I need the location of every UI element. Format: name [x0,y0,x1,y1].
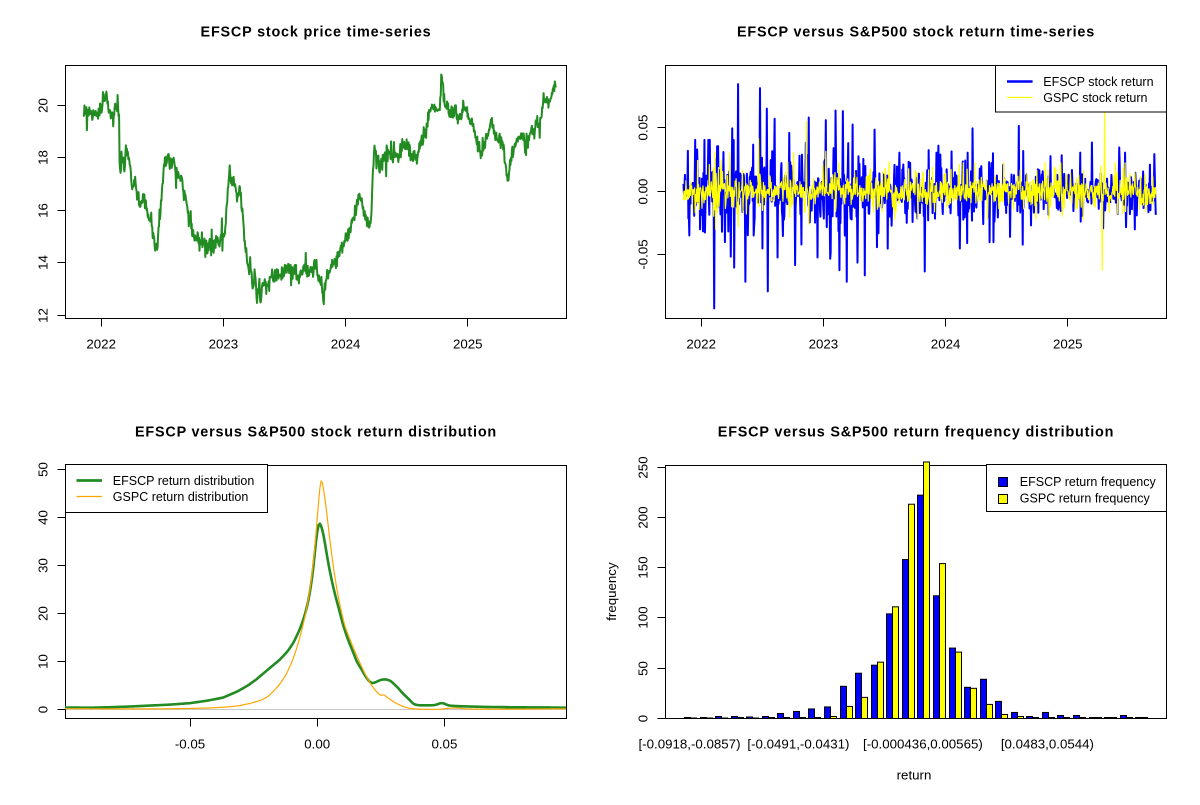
svg-text:[-0.000436,0.00565): [-0.000436,0.00565) [863,737,983,752]
svg-text:-0.05: -0.05 [636,239,651,269]
svg-text:0.05: 0.05 [431,737,457,752]
svg-text:20: 20 [36,98,51,113]
svg-text:EFSCP versus S&P500 stock retu: EFSCP versus S&P500 stock return time-se… [737,25,1095,41]
svg-text:50: 50 [636,661,651,676]
svg-text:EFSCP return frequency: EFSCP return frequency [1020,475,1157,489]
svg-text:[-0.0918,-0.0857): [-0.0918,-0.0857) [638,737,740,752]
svg-text:0.05: 0.05 [636,115,651,141]
svg-text:EFSCP versus S&P500 return fre: EFSCP versus S&P500 return frequency dis… [718,425,1114,441]
svg-text:frequency: frequency [604,562,619,621]
svg-text:2025: 2025 [453,337,483,352]
svg-text:0: 0 [36,706,51,713]
svg-text:2022: 2022 [86,337,116,352]
svg-text:40: 40 [36,510,51,525]
svg-text:-0.05: -0.05 [175,737,205,752]
svg-text:12: 12 [36,308,51,323]
svg-text:GSPC stock return: GSPC stock return [1043,91,1147,105]
svg-text:50: 50 [36,462,51,477]
svg-text:[-0.0491,-0.0431): [-0.0491,-0.0431) [747,737,849,752]
svg-text:150: 150 [636,556,651,578]
svg-text:EFSCP stock return: EFSCP stock return [1043,75,1153,89]
svg-text:EFSCP stock price time-series: EFSCP stock price time-series [201,25,432,41]
svg-text:EFSCP return distribution: EFSCP return distribution [113,474,255,488]
svg-text:2025: 2025 [1053,337,1083,352]
svg-text:18: 18 [36,150,51,165]
svg-text:2023: 2023 [809,337,839,352]
svg-text:EFSCP versus S&P500 stock retu: EFSCP versus S&P500 stock return distrib… [135,425,497,441]
svg-text:2022: 2022 [686,337,716,352]
svg-text:GSPC return distribution: GSPC return distribution [113,490,249,504]
svg-text:200: 200 [636,506,651,528]
svg-text:100: 100 [636,606,651,628]
svg-text:2024: 2024 [931,337,961,352]
svg-text:0.00: 0.00 [636,179,651,205]
svg-text:0.00: 0.00 [304,737,330,752]
svg-text:20: 20 [36,606,51,621]
svg-text:30: 30 [36,558,51,573]
svg-text:GSPC return frequency: GSPC return frequency [1020,492,1151,506]
svg-text:250: 250 [636,456,651,478]
svg-text:10: 10 [36,654,51,669]
svg-text:2023: 2023 [209,337,239,352]
svg-text:[0.0483,0.0544): [0.0483,0.0544) [1001,737,1094,752]
svg-text:14: 14 [36,255,51,270]
svg-text:return: return [897,768,932,783]
svg-text:0: 0 [636,715,651,722]
svg-text:2024: 2024 [331,337,361,352]
svg-text:16: 16 [36,203,51,218]
